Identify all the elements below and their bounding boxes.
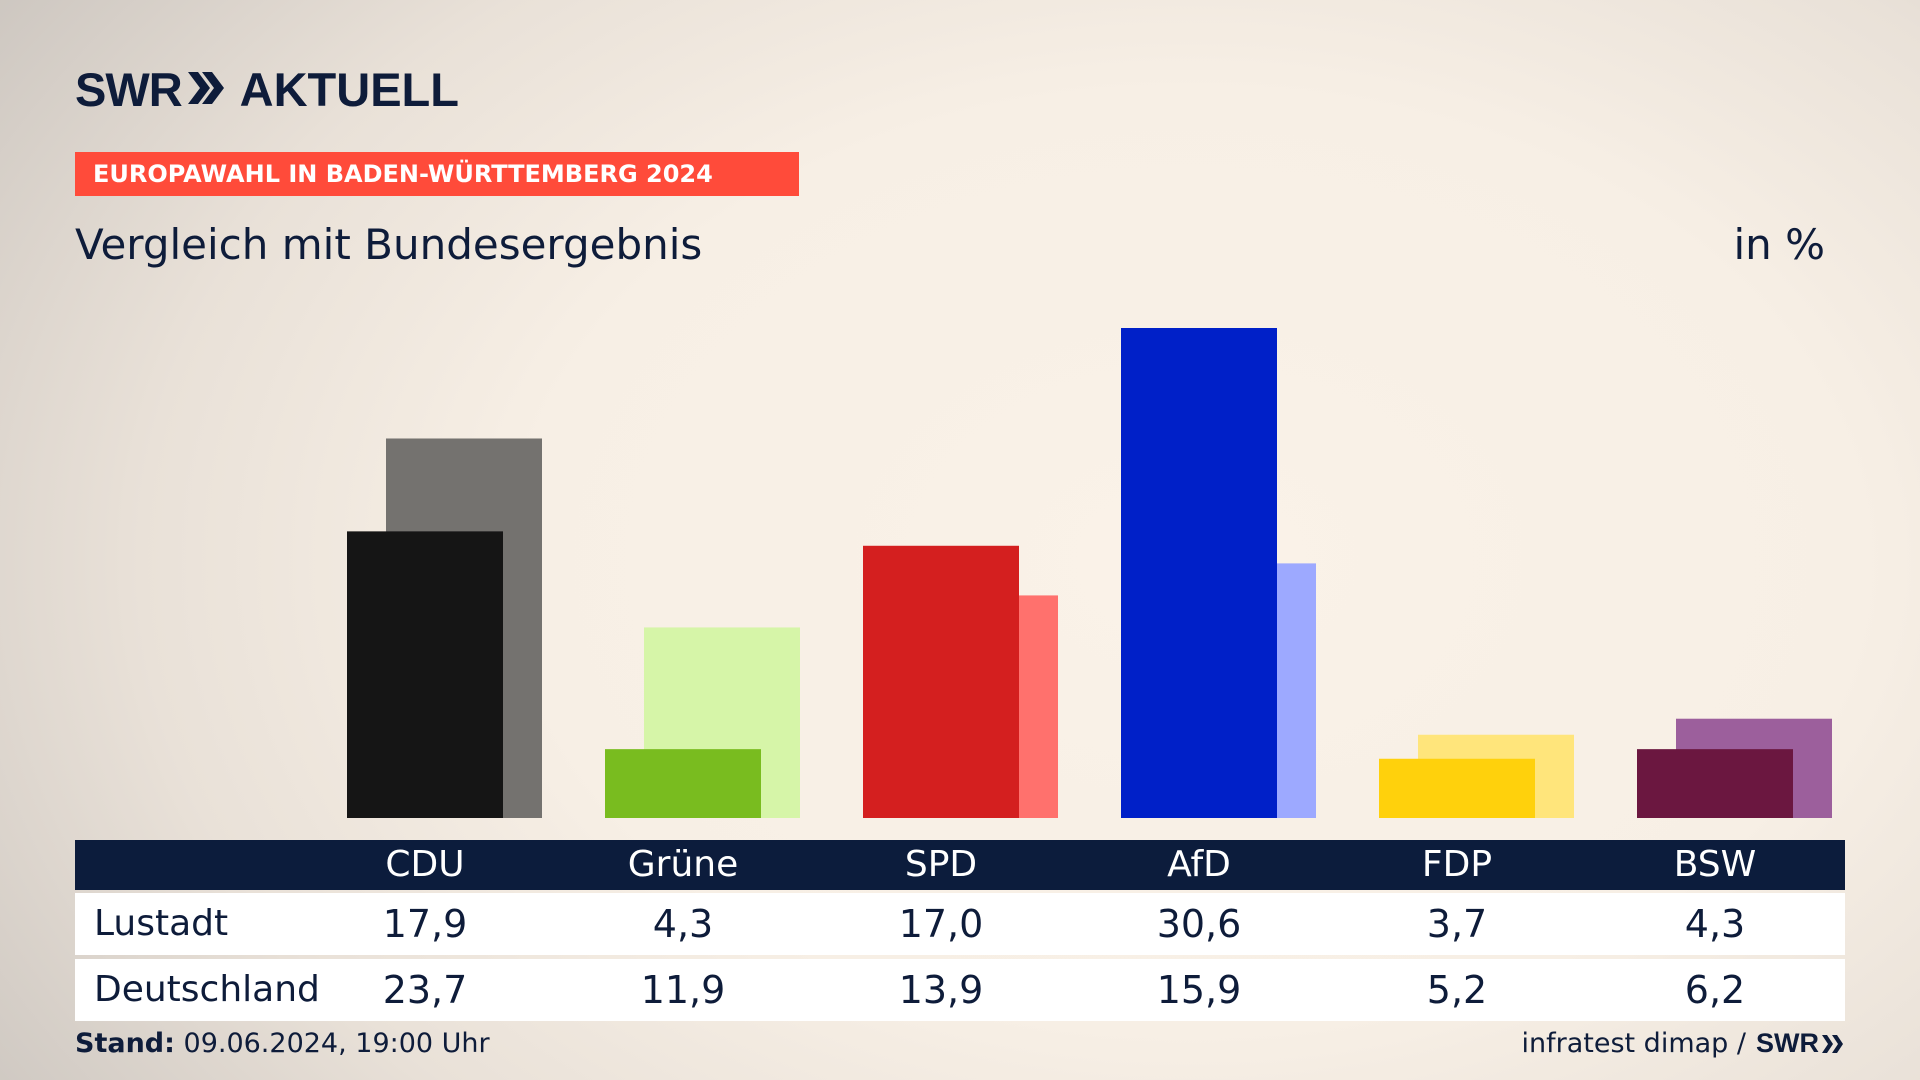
bar-lustadt-grüne (605, 749, 761, 818)
bar-lustadt-cdu (347, 531, 503, 818)
stand-label: Stand: (75, 1028, 175, 1059)
double-chevron-icon (186, 70, 226, 110)
cell-cdu: 17,9 (382, 902, 468, 946)
table-header: CDU Grüne SPD AfD FDP BSW (75, 840, 1845, 890)
cell-afd: 30,6 (1156, 902, 1242, 946)
header-fdp: FDP (1421, 844, 1493, 885)
bar-lustadt-spd (863, 545, 1019, 818)
row-label: Lustadt (94, 903, 229, 944)
stand-value: 09.06.2024, 19:00 Uhr (183, 1028, 490, 1059)
header-bsw: BSW (1673, 844, 1757, 885)
cell-spd: 13,9 (898, 968, 984, 1012)
cell-afd: 15,9 (1156, 968, 1242, 1012)
header-grüne: Grüne (627, 844, 739, 885)
logo-swr-text: SWR (75, 63, 183, 116)
source-text: infratest dimap / (1521, 1028, 1746, 1059)
cell-fdp: 5,2 (1426, 968, 1488, 1012)
election-tag: EUROPAWAHL IN BADEN-WÜRTTEMBERG 2024 (75, 152, 799, 196)
footer-chevron-icon (1822, 1034, 1843, 1053)
table-row-deutschland: Deutschland 23,7 11,9 13,9 15,9 5,2 6,2 (75, 959, 1845, 1021)
logo-aktuell-text: AKTUELL (239, 63, 459, 116)
cell-grüne: 11,9 (640, 968, 726, 1012)
bar-lustadt-fdp (1379, 758, 1535, 818)
cell-grüne: 4,3 (652, 902, 714, 946)
header-cdu: CDU (385, 844, 465, 885)
cell-bsw: 4,3 (1684, 902, 1746, 946)
cell-fdp: 3,7 (1426, 902, 1488, 946)
header-afd: AfD (1167, 844, 1231, 885)
cell-bsw: 6,2 (1684, 968, 1746, 1012)
swr-aktuell-logo: SWR AKTUELL (75, 66, 459, 113)
unit-label: in % (1733, 220, 1825, 269)
results-table: CDU Grüne SPD AfD FDP BSW Lustadt 17,9 4,3 17,0… (75, 840, 1845, 1021)
bar-lustadt-afd (1121, 328, 1277, 818)
cell-spd: 17,0 (898, 902, 984, 946)
chart-headline: Vergleich mit Bundesergebnis (75, 220, 703, 269)
header-spd: SPD (904, 844, 978, 885)
footer-source: infratest dimap / SWR (1521, 1028, 1845, 1059)
bar-lustadt-bsw (1637, 749, 1793, 818)
table-row-lustadt: Lustadt 17,9 4,3 17,0 30,6 3,7 4,3 (75, 893, 1845, 955)
footer-stand: Stand: 09.06.2024, 19:00 Uhr (75, 1028, 490, 1059)
footer-swr-text: SWR (1756, 1028, 1819, 1058)
row-label: Deutschland (94, 969, 320, 1010)
cell-cdu: 23,7 (382, 968, 468, 1012)
bar-chart (347, 328, 1832, 818)
